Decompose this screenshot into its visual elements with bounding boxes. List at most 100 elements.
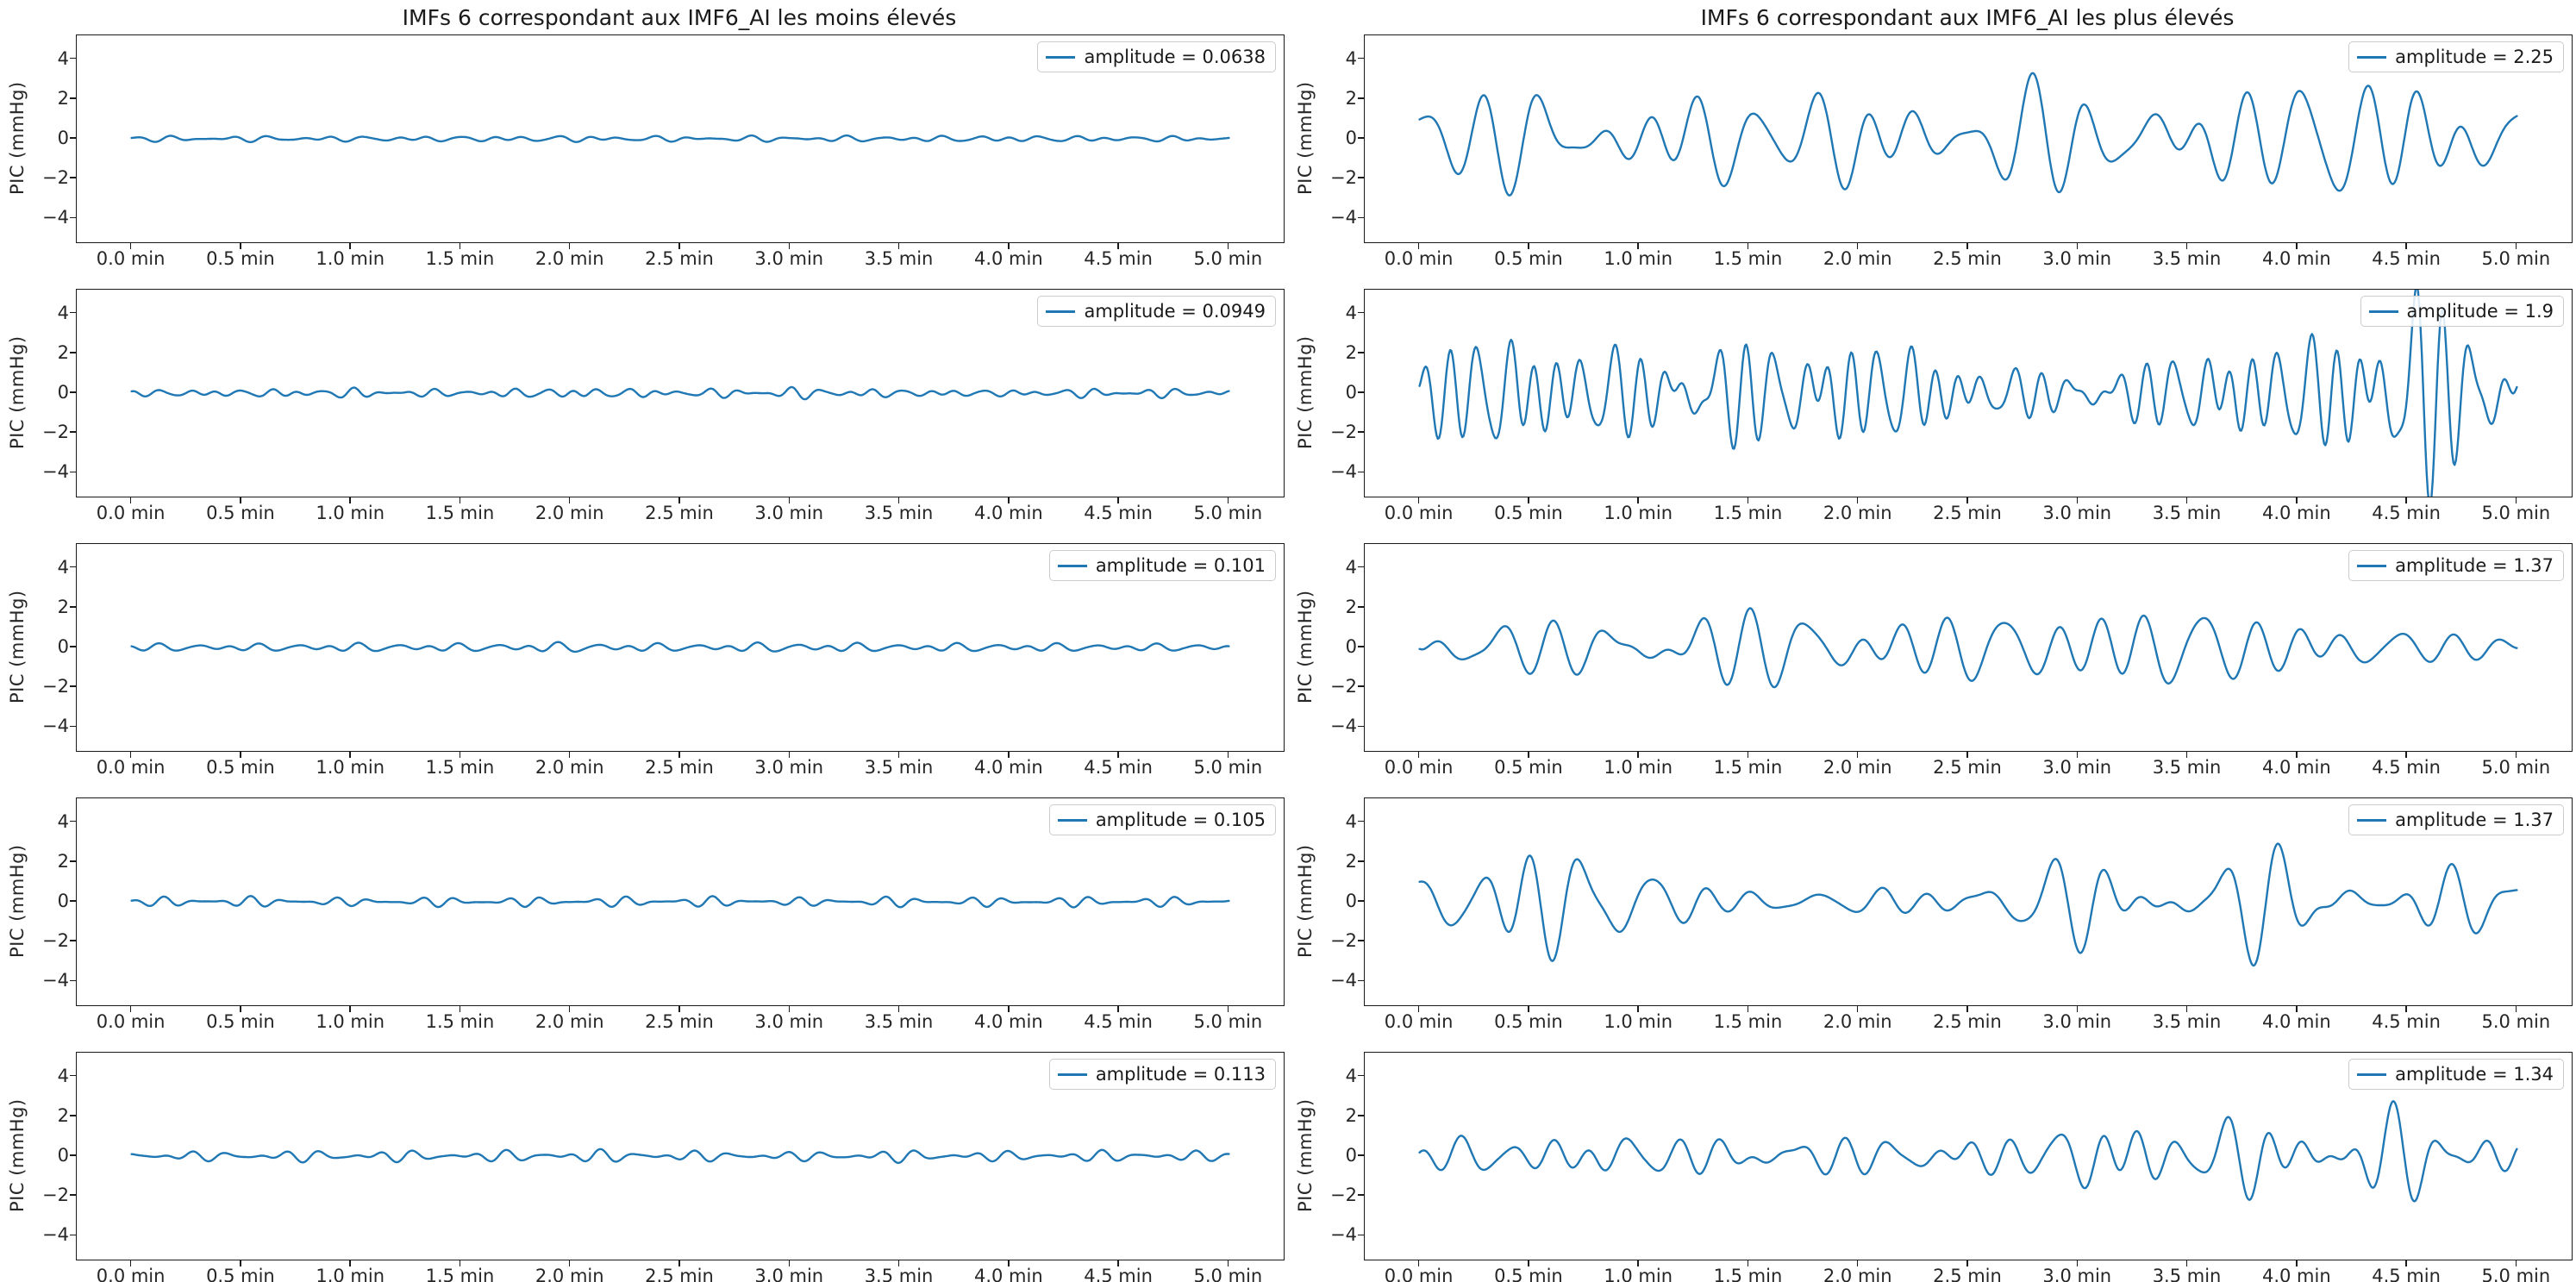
y-tick-mark xyxy=(70,391,76,393)
x-tick-label: 1.0 min xyxy=(316,1011,385,1032)
x-tick-label: 0.5 min xyxy=(1494,248,1563,269)
x-tick-label: 2.5 min xyxy=(1933,757,2002,778)
legend: amplitude = 1.34 xyxy=(2348,1059,2564,1090)
x-tick-mark xyxy=(1528,751,1529,758)
x-tick-mark xyxy=(678,242,680,249)
y-tick-mark xyxy=(70,137,76,139)
y-tick-label: 4 xyxy=(57,810,69,832)
x-tick-mark xyxy=(240,242,241,249)
y-tick-label: −2 xyxy=(1330,930,1357,952)
y-tick-label: −2 xyxy=(1330,422,1357,443)
x-tick-mark xyxy=(459,1260,461,1266)
legend-line-sample xyxy=(2357,818,2387,822)
imf-curve xyxy=(130,385,1230,401)
y-tick-mark xyxy=(1358,431,1364,433)
x-tick-mark xyxy=(1856,1005,1859,1012)
legend-line-sample xyxy=(2368,310,2398,313)
y-tick-mark xyxy=(70,352,76,353)
x-tick-mark xyxy=(349,242,351,249)
y-tick-label: 4 xyxy=(57,302,69,323)
x-tick-label: 3.5 min xyxy=(864,248,934,269)
y-tick-label: 4 xyxy=(1345,810,1357,832)
plot-area: amplitude = 0.105 xyxy=(76,797,1285,1006)
x-tick-label: 3.0 min xyxy=(754,1266,824,1282)
x-tick-label: 0.0 min xyxy=(1384,1266,1454,1282)
x-tick-mark xyxy=(678,1005,680,1012)
y-tick-mark xyxy=(70,820,76,822)
y-tick-mark xyxy=(70,860,76,862)
y-tick-label: 2 xyxy=(57,850,69,872)
x-tick-mark xyxy=(2405,242,2407,249)
x-tick-label: 1.0 min xyxy=(1604,503,1673,523)
y-tick-label: 0 xyxy=(57,1145,69,1166)
y-tick-label: 2 xyxy=(1345,596,1357,617)
x-tick-mark xyxy=(1966,751,1968,758)
y-tick-label: −2 xyxy=(42,676,69,697)
x-tick-label: 2.5 min xyxy=(645,757,714,778)
legend: amplitude = 0.113 xyxy=(1048,1059,1276,1090)
x-tick-mark xyxy=(459,497,461,503)
x-tick-label: 1.5 min xyxy=(425,1011,495,1032)
x-tick-mark xyxy=(240,1260,241,1266)
x-tick-mark xyxy=(2076,751,2079,758)
y-tick-mark xyxy=(1358,1194,1364,1196)
x-tick-mark xyxy=(1117,497,1119,503)
x-tick-mark xyxy=(2076,1260,2079,1266)
x-tick-mark xyxy=(1747,497,1749,503)
y-tick-mark xyxy=(70,940,76,941)
plot-area: amplitude = 0.113 xyxy=(76,1052,1285,1260)
y-tick-mark xyxy=(1358,1115,1364,1116)
x-tick-label: 2.0 min xyxy=(535,248,604,269)
y-tick-label: −4 xyxy=(1330,461,1357,483)
x-tick-mark xyxy=(129,242,132,249)
x-tick-label: 5.0 min xyxy=(2481,248,2551,269)
x-tick-label: 3.0 min xyxy=(754,1011,824,1032)
x-tick-mark xyxy=(1856,242,1859,249)
x-tick-label: 1.0 min xyxy=(316,248,385,269)
x-tick-label: 2.5 min xyxy=(645,248,714,269)
x-tick-label: 3.5 min xyxy=(2152,1266,2222,1282)
x-tick-label: 0.0 min xyxy=(96,503,166,523)
x-tick-mark xyxy=(568,242,571,249)
x-tick-label: 2.0 min xyxy=(1823,1011,1892,1032)
x-tick-mark xyxy=(1637,1260,1639,1266)
x-tick-label: 1.5 min xyxy=(1713,757,1783,778)
x-tick-label: 0.5 min xyxy=(206,503,275,523)
x-tick-label: 2.0 min xyxy=(1823,503,1892,523)
x-tick-label: 3.0 min xyxy=(2042,248,2112,269)
x-tick-label: 1.0 min xyxy=(1604,1266,1673,1282)
x-tick-label: 4.5 min xyxy=(1084,1011,1153,1032)
x-tick-label: 4.0 min xyxy=(973,1266,1043,1282)
y-tick-label: −4 xyxy=(1330,207,1357,228)
x-tick-mark xyxy=(1227,242,1229,249)
x-tick-label: 1.5 min xyxy=(425,757,495,778)
x-tick-label: 1.5 min xyxy=(1713,503,1783,523)
x-tick-mark xyxy=(1417,242,1420,249)
x-tick-label: 4.5 min xyxy=(1084,248,1153,269)
y-tick-mark xyxy=(1358,940,1364,941)
x-tick-mark xyxy=(1227,751,1229,758)
x-tick-mark xyxy=(1966,1260,1968,1266)
x-tick-mark xyxy=(2296,497,2298,503)
y-tick-mark xyxy=(70,97,76,99)
x-tick-label: 4.5 min xyxy=(2372,503,2441,523)
y-tick-label: −4 xyxy=(42,970,69,991)
x-tick-mark xyxy=(2185,242,2188,249)
x-tick-mark xyxy=(349,1005,351,1012)
x-tick-mark xyxy=(788,1260,791,1266)
x-tick-mark xyxy=(1417,497,1420,503)
subplot-left-4: PIC (mmHg) amplitude = 0.105 4 2 0 −2 −4 0.0 … xyxy=(0,769,1288,1032)
x-tick-mark xyxy=(788,497,791,503)
y-tick-label: 4 xyxy=(1345,47,1357,69)
x-tick-mark xyxy=(568,1260,571,1266)
y-tick-mark xyxy=(1358,57,1364,59)
legend: amplitude = 1.37 xyxy=(2348,550,2564,581)
x-tick-mark xyxy=(1227,1005,1229,1012)
legend-label: amplitude = 0.113 xyxy=(1095,1064,1266,1085)
y-tick-label: −2 xyxy=(1330,167,1357,189)
x-tick-mark xyxy=(1008,497,1010,503)
x-tick-label: 4.0 min xyxy=(973,1011,1043,1032)
x-tick-mark xyxy=(678,751,680,758)
x-tick-label: 3.5 min xyxy=(864,757,934,778)
